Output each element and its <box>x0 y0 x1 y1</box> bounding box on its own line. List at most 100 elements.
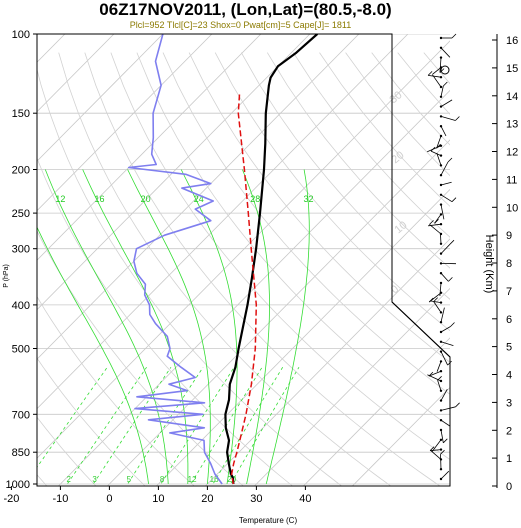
wind-barb-base <box>439 477 443 481</box>
moist-adiabat-label: 24 <box>194 194 204 204</box>
wind-barb-base <box>439 154 443 157</box>
mixing-ratio-line <box>189 366 263 486</box>
wind-barb-base <box>439 272 443 275</box>
dry-adiabat-line <box>266 52 450 269</box>
wind-barb-base <box>439 134 443 138</box>
mixing-ratio-label: 16 <box>210 475 219 484</box>
height-tick-label: 8 <box>506 258 512 270</box>
mixing-ratio-label: 3 <box>92 475 97 484</box>
wind-barb-flag <box>429 220 434 225</box>
dry-adiabat-line <box>136 52 450 428</box>
height-tick-label: 4 <box>506 370 512 382</box>
isotherm-line <box>106 139 450 486</box>
isotherm-line <box>37 40 450 459</box>
wind-barb-base <box>439 174 443 177</box>
wind-barb <box>433 301 442 313</box>
wind-barb <box>432 67 442 75</box>
wind-barb-flag <box>455 116 460 121</box>
wind-barb <box>429 224 442 235</box>
wind-barb-base <box>439 56 443 59</box>
wind-barb <box>428 75 442 78</box>
dry-adiabat-line <box>188 52 450 363</box>
wind-barb <box>440 194 453 203</box>
moist-adiabat-label: 8 <box>25 194 30 204</box>
wind-barb <box>440 47 451 58</box>
mixing-ratio-line <box>125 366 204 486</box>
pressure-tick-label: 300 <box>12 244 30 256</box>
wind-barb <box>439 282 442 297</box>
wind-barb <box>436 361 442 372</box>
wind-barb-base <box>439 252 443 255</box>
wind-barb <box>440 243 451 254</box>
wind-barb <box>427 374 442 382</box>
isotherm-line <box>351 386 450 486</box>
mixing-ratio-line <box>37 366 108 469</box>
isotherm-line <box>57 89 450 486</box>
mixing-ratio-line <box>65 366 147 486</box>
pressure-tick-label: 100 <box>12 29 30 41</box>
wind-barb <box>440 99 453 107</box>
wind-barb-base <box>439 85 443 89</box>
wind-barb-flag <box>433 297 438 302</box>
wind-barb-base <box>439 448 443 451</box>
wind-barb <box>440 341 454 346</box>
chart-title: 06Z17NOV2011, (Lon,Lat)=(80.5,-8.0) <box>99 0 392 19</box>
wind-barb <box>440 307 445 323</box>
calm-wind-circle <box>440 65 450 75</box>
wind-barb-base <box>439 379 443 383</box>
pressure-tick-label: 200 <box>12 165 30 177</box>
wind-barb <box>440 429 444 443</box>
wind-barb-base <box>439 76 443 79</box>
wind-barb <box>427 145 442 153</box>
wind-barb-base <box>439 360 443 363</box>
wind-barb-flag <box>437 376 442 381</box>
wind-barb-base <box>439 46 443 49</box>
series-line-dewpoint <box>127 34 223 485</box>
height-tick-label: 14 <box>506 91 518 103</box>
dry-adiabat-line <box>37 357 146 486</box>
series-line-parcel <box>230 92 258 485</box>
wind-barb-flag <box>439 68 445 73</box>
isotherm-line <box>302 337 450 486</box>
wind-barb-base <box>439 311 443 314</box>
dry-adiabat-line <box>37 416 97 486</box>
wind-barb-flag <box>448 277 453 282</box>
wind-barb-base <box>439 389 443 392</box>
moist-adiabat-line <box>242 169 270 485</box>
wind-barb-base <box>439 468 443 471</box>
wind-barb-flag <box>429 446 435 451</box>
wind-barb-base <box>439 281 443 285</box>
height-tick-label: 0 <box>506 481 512 493</box>
wind-barb-flag <box>449 239 455 245</box>
mixing-ratio-line <box>228 366 300 486</box>
moist-adiabat-label: 16 <box>94 194 104 204</box>
wind-barb <box>430 450 442 460</box>
isotherm-line <box>37 34 115 113</box>
wind-barb-flag <box>450 322 455 327</box>
wind-barb-base <box>439 223 443 226</box>
dry-adiabat-line <box>37 67 343 486</box>
wind-barb <box>440 161 449 176</box>
temperature-tick-label: 0 <box>106 493 112 505</box>
moist-adiabat-label: 28 <box>250 194 260 204</box>
height-axis-label: Height (Km) <box>483 235 495 294</box>
wind-barb-base <box>439 350 443 353</box>
wind-barb-base <box>439 291 443 294</box>
temperature-tick-label: 30 <box>250 493 262 505</box>
wind-barb <box>440 454 442 470</box>
height-tick-label: 9 <box>506 230 512 242</box>
mixing-ratio-line <box>159 366 235 486</box>
wind-barb-base <box>439 262 443 265</box>
temperature-tick-label: -10 <box>52 493 68 505</box>
wind-barb <box>440 181 452 186</box>
mixing-ratio-label: 12 <box>188 475 197 484</box>
isotherm-line <box>37 34 409 410</box>
isotherm-line <box>37 34 360 360</box>
height-tick-label: 10 <box>506 202 518 214</box>
mixing-ratio-label: 5 <box>127 475 132 484</box>
chart-subtitle: Plcl=952 Tlcl[C]=23 Shox=0 Pwat[cm]=5 Ca… <box>129 20 352 30</box>
moist-adiabat-line <box>44 169 169 485</box>
wind-barb-base <box>439 203 443 206</box>
isotherm-line <box>37 34 164 162</box>
isotherm-line <box>37 34 213 212</box>
